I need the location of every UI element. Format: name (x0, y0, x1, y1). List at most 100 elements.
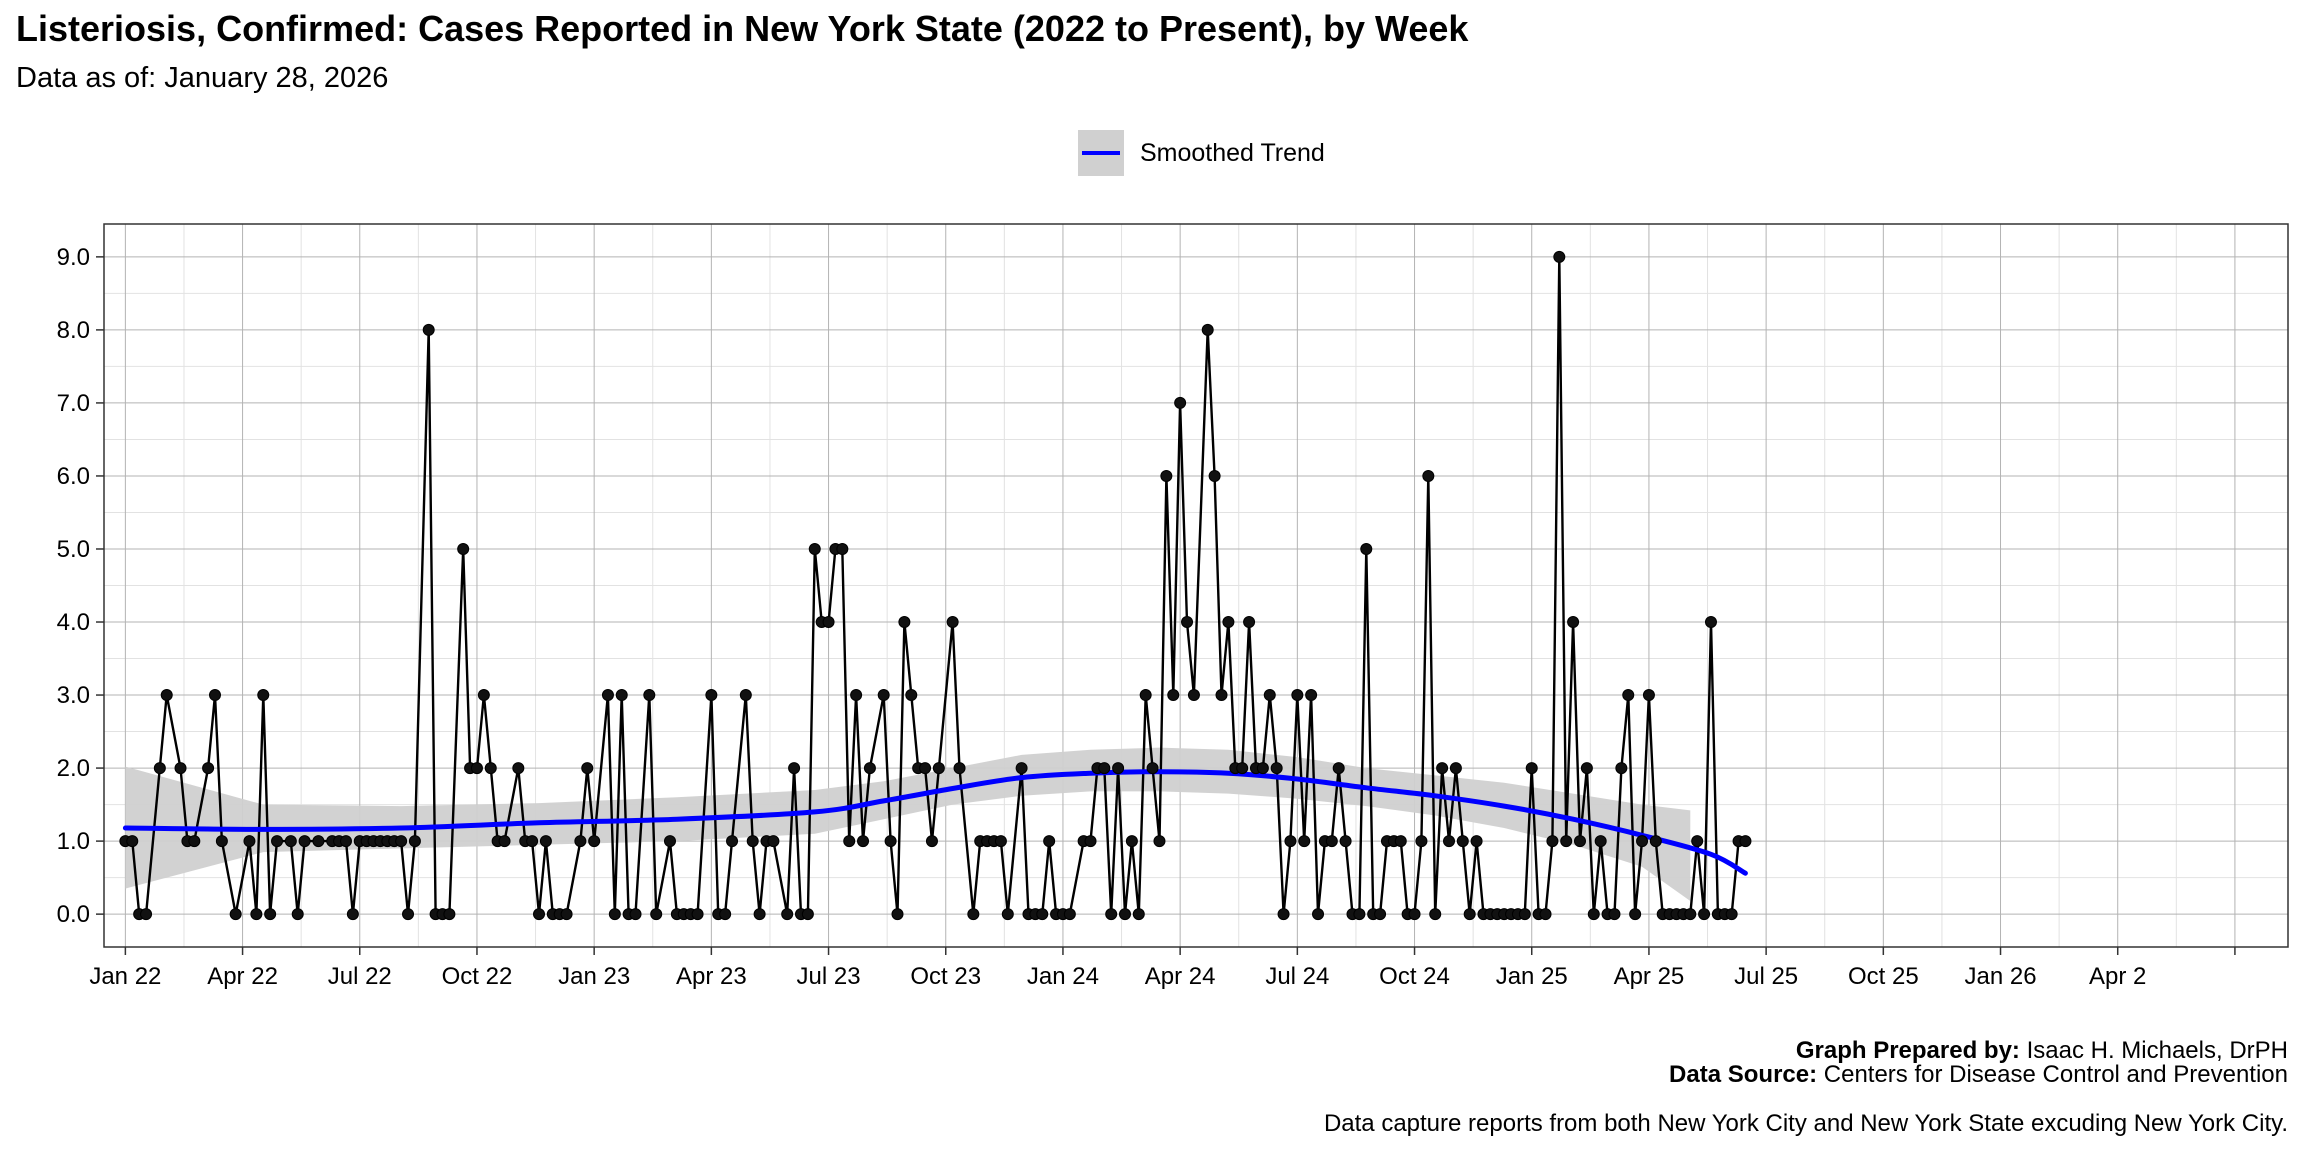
data-point (946, 616, 959, 629)
chart-subtitle: Data as of: January 28, 2026 (16, 62, 389, 94)
data-point (753, 908, 766, 921)
data-point (1112, 762, 1125, 775)
prepared-by-caption: Graph Prepared by: Isaac H. Michaels, Dr… (1796, 1037, 2288, 1065)
data-point (857, 835, 870, 848)
data-point (588, 835, 601, 848)
data-point (925, 835, 938, 848)
data-point (1132, 908, 1145, 921)
data-point (1470, 835, 1483, 848)
x-tick-label: Oct 22 (442, 963, 513, 990)
data-point (1443, 835, 1456, 848)
data-point (160, 689, 173, 702)
data-point (229, 908, 242, 921)
y-tick-label: 6.0 (57, 463, 90, 490)
legend: Smoothed Trend (1078, 130, 1325, 176)
data-point (836, 542, 849, 555)
data-point (1105, 908, 1118, 921)
trend-legend-key (1078, 130, 1124, 176)
data-point (1449, 762, 1462, 775)
data-point (477, 689, 490, 702)
data-point (291, 908, 304, 921)
data-point (574, 835, 587, 848)
data-point (746, 835, 759, 848)
data-point (801, 908, 814, 921)
data-point (1125, 835, 1138, 848)
data-point (739, 689, 752, 702)
data-point (601, 689, 614, 702)
data-point (208, 689, 221, 702)
data-point (1408, 908, 1421, 921)
x-tick-label: Jul 22 (328, 963, 392, 990)
data-point (1167, 689, 1180, 702)
data-point (1608, 908, 1621, 921)
data-point (1015, 762, 1028, 775)
data-point (1236, 762, 1249, 775)
y-tick-label: 7.0 (57, 390, 90, 417)
data-point (663, 835, 676, 848)
data-point (1098, 762, 1111, 775)
data-point (395, 835, 408, 848)
prepared-by-label: Graph Prepared by: (1795, 1037, 2020, 1064)
data-point (1684, 908, 1697, 921)
y-tick-label: 1.0 (57, 828, 90, 855)
data-point (1525, 762, 1538, 775)
data-point (691, 908, 704, 921)
data-point (1374, 908, 1387, 921)
data-point (1291, 689, 1304, 702)
data-point (1429, 908, 1442, 921)
x-tick-label: Jan 24 (1027, 963, 1099, 990)
data-point (1208, 469, 1221, 482)
data-point (643, 689, 656, 702)
data-point (615, 689, 628, 702)
data-point (153, 762, 166, 775)
data-point (1739, 835, 1752, 848)
y-tick-label: 2.0 (57, 755, 90, 782)
data-point (905, 689, 918, 702)
x-tick-label: Apr 22 (207, 963, 278, 990)
x-tick-label: Jan 26 (1964, 963, 2036, 990)
data-point (539, 835, 552, 848)
data-point (1277, 908, 1290, 921)
x-tick-label: Apr 24 (1145, 963, 1216, 990)
y-tick-label: 5.0 (57, 536, 90, 563)
data-point (271, 835, 284, 848)
data-point (526, 835, 539, 848)
data-point (919, 762, 932, 775)
x-tick-label: Jul 24 (1265, 963, 1329, 990)
data-point (1063, 908, 1076, 921)
data-point (953, 762, 966, 775)
data-point (1649, 835, 1662, 848)
x-tick-label: Apr 25 (1614, 963, 1685, 990)
data-point (484, 762, 497, 775)
data-point (1153, 835, 1166, 848)
data-point (264, 908, 277, 921)
data-point (1270, 762, 1283, 775)
data-point (470, 762, 483, 775)
data-point (1139, 689, 1152, 702)
data-point (298, 835, 311, 848)
data-point (1415, 835, 1428, 848)
data-point (1181, 616, 1194, 629)
y-tick-label: 8.0 (57, 317, 90, 344)
data-point (1118, 908, 1131, 921)
x-tick-label: Apr 2 (2089, 963, 2146, 990)
x-tick-label: Jan 23 (558, 963, 630, 990)
data-point (705, 689, 718, 702)
data-point (1284, 835, 1297, 848)
data-point (788, 762, 801, 775)
x-tick-label: Jul 25 (1734, 963, 1798, 990)
data-point (346, 908, 359, 921)
data-point (1325, 835, 1338, 848)
data-point (1043, 835, 1056, 848)
data-point (250, 908, 263, 921)
data-point (967, 908, 980, 921)
data-source-label: Data Source: (1669, 1061, 1818, 1088)
data-point (1312, 908, 1325, 921)
data-point (1263, 689, 1276, 702)
smoothed-trend-line (122, 769, 1748, 876)
y-tick-label: 0.0 (57, 901, 90, 928)
data-point (1629, 908, 1642, 921)
data-point (1332, 762, 1345, 775)
data-point (1001, 908, 1014, 921)
data-point (1422, 469, 1435, 482)
